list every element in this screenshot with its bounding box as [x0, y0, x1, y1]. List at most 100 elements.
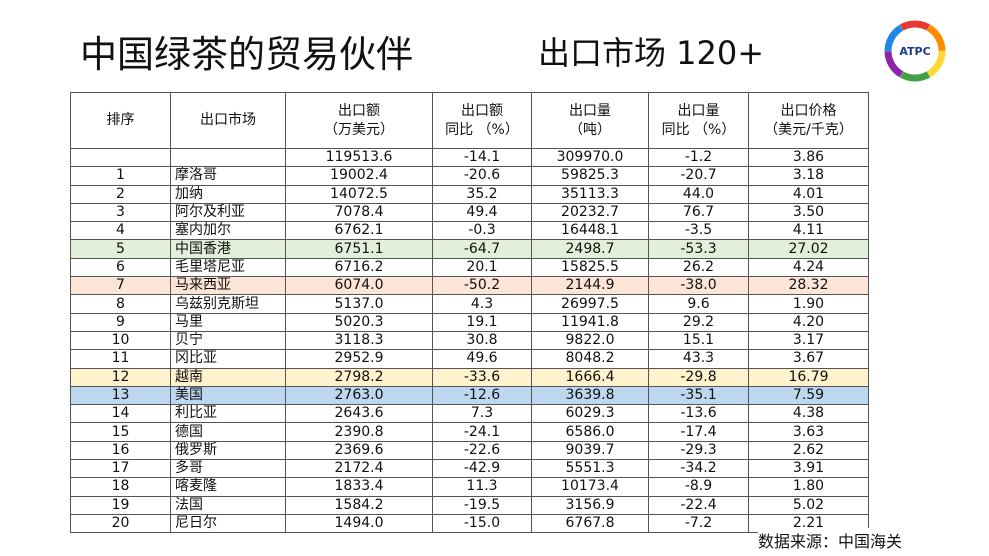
header-text: （吨） — [569, 121, 611, 138]
cell: 7 — [70, 276, 171, 296]
cell: 2172.4 — [285, 459, 433, 479]
trade-table: 排序 出口市场 出口额 （万美元） 出口额 同比 （%） 出口量 （吨） 出口量 同比 （%） 出口… — [70, 92, 869, 534]
header-text: 出口市场 — [200, 112, 256, 128]
table-row: 16 俄罗斯 2369.6 -22.6 9039.7 -29.3 2.62 — [70, 440, 869, 461]
cell: 5 — [70, 239, 171, 259]
cell: 16.79 — [748, 367, 869, 387]
cell: 19002.4 — [285, 166, 433, 186]
header-text: （美元/千克） — [764, 121, 853, 138]
header-text: 出口额 — [338, 102, 380, 119]
cell: -20.6 — [432, 166, 532, 186]
logo: ATPC — [884, 20, 946, 82]
cell: -14.1 — [432, 147, 532, 168]
cell: 9039.7 — [531, 440, 649, 461]
cell: 3.91 — [748, 459, 869, 479]
cell: -53.3 — [648, 239, 749, 259]
table-row: 9 马里 5020.3 19.1 11941.8 29.2 4.20 — [70, 312, 869, 332]
cell: 毛里塔尼亚 — [170, 257, 286, 278]
header-text: 出口量 — [569, 102, 611, 119]
cell: -42.9 — [432, 459, 532, 479]
cell: 3639.8 — [531, 385, 649, 406]
table-row: 1 摩洛哥 19002.4 -20.6 59825.3 -20.7 3.18 — [70, 166, 869, 186]
title: 中国绿茶的贸易伙伴 — [80, 33, 413, 76]
cell: -22.4 — [648, 495, 749, 515]
cell: -20.7 — [648, 166, 749, 186]
cell: -64.7 — [432, 239, 532, 259]
cell: 49.4 — [432, 202, 532, 223]
cell: 2763.0 — [285, 385, 433, 406]
cell: 俄罗斯 — [170, 440, 286, 461]
cell: 119513.6 — [285, 147, 433, 168]
table-row: 12 越南 2798.2 -33.6 1666.4 -29.8 16.79 — [70, 367, 869, 387]
cell: 5020.3 — [285, 312, 433, 332]
cell: -8.9 — [648, 477, 749, 497]
cell: 19 — [70, 495, 171, 515]
cell: 马里 — [170, 312, 286, 332]
cell: 1.90 — [748, 294, 869, 314]
cell: 4.38 — [748, 404, 869, 424]
cell: 8048.2 — [531, 349, 649, 369]
table-row: 2 加纳 14072.5 35.2 35113.3 44.0 4.01 — [70, 184, 869, 204]
cell: -35.1 — [648, 385, 749, 406]
cell: 马来西亚 — [170, 276, 286, 296]
cell: -1.2 — [648, 147, 749, 168]
cell: -50.2 — [432, 276, 532, 296]
cell: 5137.0 — [285, 294, 433, 314]
cell: 12 — [70, 367, 171, 387]
header-text: （万美元） — [324, 121, 394, 138]
cell: 30.8 — [432, 330, 532, 351]
cell: 10 — [70, 330, 171, 351]
cell: 4.3 — [432, 294, 532, 314]
cell: 49.6 — [432, 349, 532, 369]
cell: 美国 — [170, 385, 286, 406]
cell: 20232.7 — [531, 202, 649, 223]
cell: -15.0 — [432, 513, 532, 534]
cell: -13.6 — [648, 404, 749, 424]
header-text: 排序 — [106, 112, 135, 128]
cell: 6767.8 — [531, 513, 649, 534]
header-text: 出口额 — [461, 102, 503, 119]
cell: 6586.0 — [531, 422, 649, 442]
cell: 18 — [70, 477, 171, 497]
cell: 1833.4 — [285, 477, 433, 497]
header-cell: 出口量同比 （%） — [648, 92, 749, 149]
cell: 3.86 — [748, 147, 869, 168]
cell: 20.1 — [432, 257, 532, 278]
cell: 16448.1 — [531, 221, 649, 241]
cell: -17.4 — [648, 422, 749, 442]
header-text: 出口量 — [677, 102, 720, 119]
cell: 加纳 — [170, 184, 286, 204]
cell: 4.11 — [748, 221, 869, 241]
cell: 309970.0 — [531, 147, 649, 168]
cell: 3.67 — [748, 349, 869, 369]
cell: 26.2 — [648, 257, 749, 278]
header-row: 排序 出口市场 出口额 （万美元） 出口额 同比 （%） 出口量 （吨） 出口量 同比 （%） 出口… — [70, 92, 869, 149]
cell: 中国香港 — [170, 239, 286, 259]
cell: 6751.1 — [285, 239, 433, 259]
cell: -33.6 — [432, 367, 532, 387]
header-cell: 出口市场 — [170, 92, 286, 149]
table-row: 3 阿尔及利亚 7078.4 49.4 20232.7 76.7 3.50 — [70, 202, 869, 223]
header-cell: 出口量 （吨） — [531, 92, 649, 149]
cell: 3156.9 — [531, 495, 649, 515]
header-text: 同比 （%） — [661, 121, 736, 138]
cell: 喀麦隆 — [170, 477, 286, 497]
cell: 5.02 — [748, 495, 869, 515]
cell: 29.2 — [648, 312, 749, 332]
cell: 法国 — [170, 495, 286, 515]
cell: -12.6 — [432, 385, 532, 406]
cell: 3.63 — [748, 422, 869, 442]
cell: 2.62 — [748, 440, 869, 461]
cell: -0.3 — [432, 221, 532, 241]
cell: 3 — [70, 202, 171, 223]
cell: 越南 — [170, 367, 286, 387]
cell: 11.3 — [432, 477, 532, 497]
cell: -34.2 — [648, 459, 749, 479]
cell: -22.6 — [432, 440, 532, 461]
cell: 1494.0 — [285, 513, 433, 534]
cell: 4 — [70, 221, 171, 241]
table-row: 11 冈比亚 2952.9 49.6 8048.2 43.3 3.67 — [70, 349, 869, 369]
cell: 7.59 — [748, 385, 869, 406]
cell: -29.3 — [648, 440, 749, 461]
cell: 26997.5 — [531, 294, 649, 314]
